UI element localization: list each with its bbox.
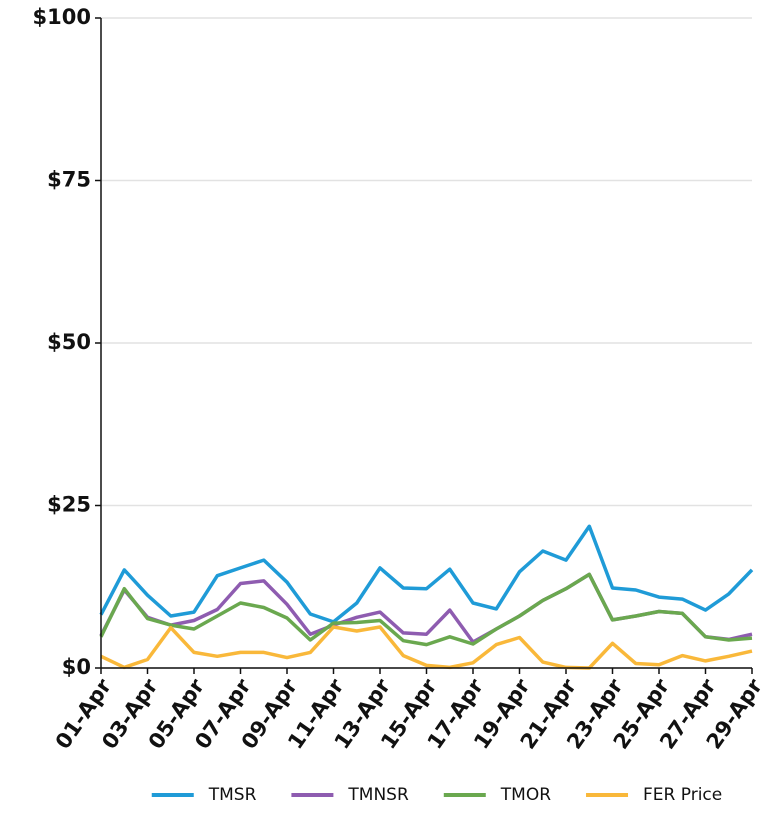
series-line	[100, 625, 753, 670]
legend-label: FER Price	[643, 785, 722, 805]
legend: TMSR TMNSR TMOR FER Price	[151, 785, 722, 805]
series-line	[99, 524, 754, 624]
series-line	[99, 572, 753, 644]
legend-label: TMNSR	[347, 785, 409, 805]
legend-label: TMOR	[500, 785, 551, 805]
series-line	[99, 572, 753, 647]
y-tick-label: $100	[33, 5, 91, 29]
y-tick-label: $0	[62, 655, 91, 679]
y-tick-label: $50	[47, 330, 91, 354]
y-tick-label: $25	[47, 493, 91, 517]
legend-label: TMSR	[208, 785, 257, 805]
y-tick-label: $75	[47, 168, 91, 192]
